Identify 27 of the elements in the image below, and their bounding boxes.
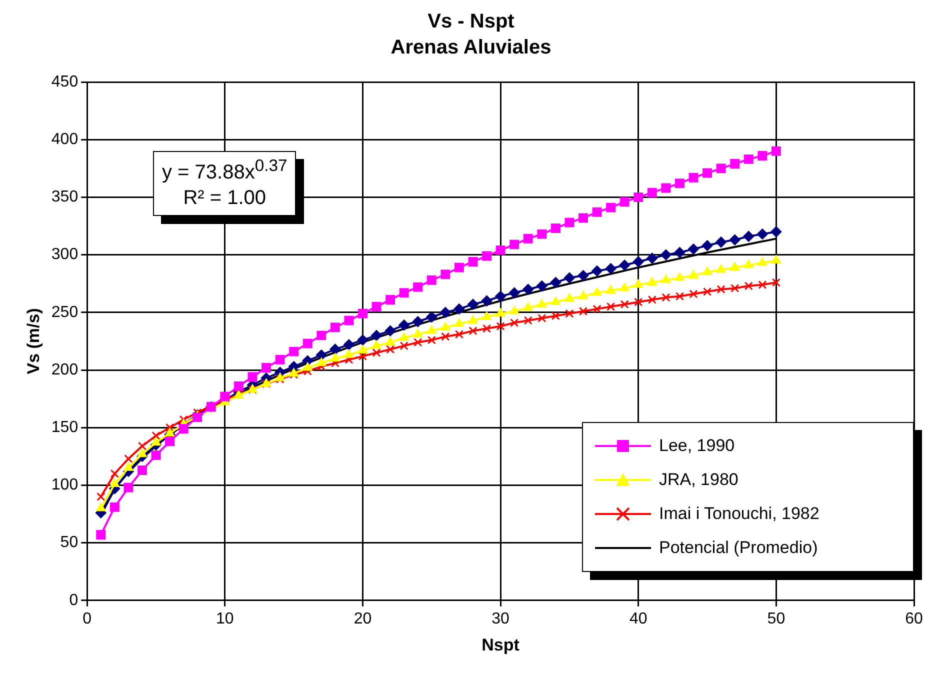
chart-title: Vs - Nspt	[428, 10, 515, 33]
y-tick-label: 100	[51, 476, 78, 494]
y-tick-label: 400	[51, 131, 78, 148]
x-tick-label: 30	[492, 610, 510, 628]
annotation: y = 73.88x$^{0.37}$	[162, 156, 288, 186]
x-tick-label: 40	[629, 610, 648, 628]
y-tick-label: 250	[51, 304, 78, 321]
y-axis-title: Vs (m/s)	[24, 308, 43, 374]
legend-label: Lee, 1990	[659, 436, 735, 456]
chart-subtitle: Arenas Aluviales	[390, 36, 552, 59]
y-tick-label: 300	[51, 246, 78, 264]
y-tick-label: 200	[51, 361, 78, 378]
legend-label: Potencial (Promedio)	[659, 538, 818, 558]
y-tick-label: 150	[51, 419, 78, 436]
x-tick-label: 60	[905, 610, 923, 628]
x-tick-label: 0	[82, 610, 92, 628]
y-tick-label: 350	[51, 188, 78, 206]
x-tick-label: 10	[216, 610, 234, 628]
annotation: R² = 1.00	[182, 186, 268, 211]
x-tick-label: 50	[767, 610, 786, 628]
y-tick-label: 0	[69, 592, 78, 609]
legend-label: Imai i Tonouchi, 1982	[659, 504, 820, 524]
y-tick-label: 50	[60, 534, 78, 552]
x-axis-title: Nspt	[482, 635, 520, 654]
y-tick-label: 450	[51, 73, 78, 90]
legend-label: JRA, 1980	[659, 470, 738, 490]
x-tick-label: 20	[354, 610, 372, 628]
